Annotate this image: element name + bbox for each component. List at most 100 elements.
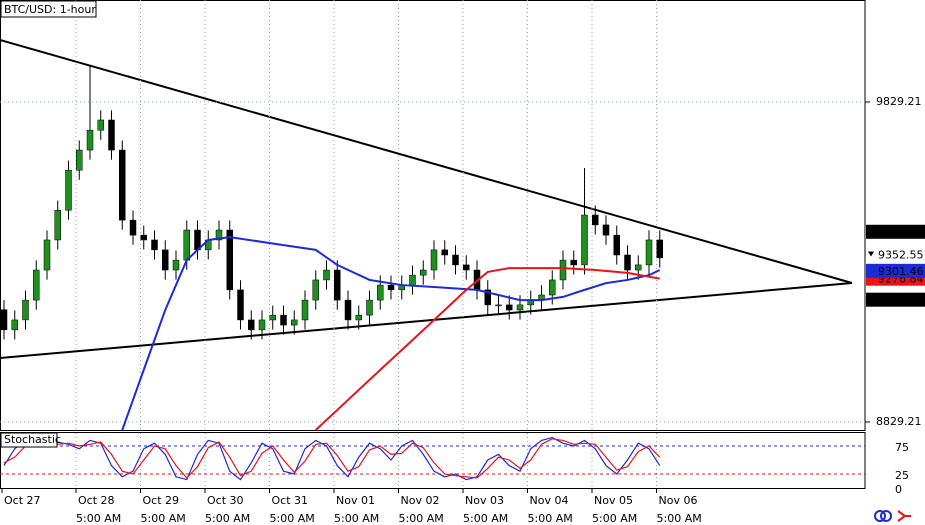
x-date-label: Oct 27 xyxy=(4,494,41,507)
candle-body xyxy=(129,219,137,236)
candle-body xyxy=(119,149,126,221)
y-tick-label: 25 xyxy=(895,469,909,482)
price-marker xyxy=(866,247,925,262)
candle-body xyxy=(645,239,653,266)
candle-body xyxy=(86,129,94,151)
candle-body xyxy=(441,249,448,256)
candle-body xyxy=(291,319,298,326)
stoch-title: Stochastic xyxy=(4,433,61,446)
candle-body xyxy=(226,229,233,291)
price-marker xyxy=(866,224,925,239)
x-time-label: 5:00 AM xyxy=(334,512,379,525)
x-date-label: Oct 30 xyxy=(207,494,244,507)
candle-body xyxy=(387,284,395,291)
toolbar-icons[interactable] xyxy=(874,510,911,522)
x-time-label: 5:00 AM xyxy=(399,512,444,525)
candle-body xyxy=(237,289,244,321)
x-time-label: 5:00 AM xyxy=(76,512,121,525)
moving-average xyxy=(121,236,661,431)
x-date-label: Oct 29 xyxy=(143,494,180,507)
stochastic-line xyxy=(3,438,661,479)
x-date-label: Nov 04 xyxy=(530,494,569,507)
candle-body xyxy=(269,314,276,321)
candle-body xyxy=(172,259,180,271)
plot xyxy=(0,0,865,488)
chart-title: BTC/USD: 1-hour xyxy=(4,3,96,16)
candle-body xyxy=(506,304,513,311)
candle-body xyxy=(248,319,255,331)
price-marker xyxy=(866,263,925,278)
candle-body xyxy=(22,299,29,321)
marker-arrow xyxy=(868,251,874,257)
candle-body xyxy=(215,229,223,241)
main-frame xyxy=(0,0,866,431)
y-tick-label: 75 xyxy=(895,441,909,454)
x-time-label: 5:00 AM xyxy=(592,512,637,525)
moving-average xyxy=(315,267,660,431)
candle-body xyxy=(108,119,115,151)
price-marker-label: 9301.46 xyxy=(878,265,924,278)
candle-body xyxy=(312,279,319,301)
candle-body xyxy=(656,239,663,259)
candle-body xyxy=(151,239,158,251)
candle-body xyxy=(409,274,416,286)
candle-body xyxy=(366,299,373,316)
candle-body xyxy=(420,269,427,276)
price-marker-label: 9211.29 xyxy=(878,294,924,307)
candle-body xyxy=(301,299,309,321)
x-time-label: 5:00 AM xyxy=(205,512,250,525)
candle-body xyxy=(484,289,491,306)
x-date-label: Nov 06 xyxy=(659,494,698,507)
candle-body xyxy=(65,169,72,211)
candle-body xyxy=(280,314,287,326)
x-time-label: 5:00 AM xyxy=(657,512,702,525)
candle-body xyxy=(592,214,599,226)
candle-body xyxy=(624,254,631,271)
candle-body xyxy=(11,319,18,331)
candle-body xyxy=(258,319,266,331)
candle-body xyxy=(635,264,642,271)
stochastic-line xyxy=(3,436,661,481)
candle-body xyxy=(495,304,502,307)
candle-body xyxy=(76,149,83,171)
candle-body xyxy=(581,214,588,266)
candle-body xyxy=(516,304,524,311)
y-tick-label: 9829.21 xyxy=(876,95,922,108)
candle-body xyxy=(43,239,51,271)
candle-body xyxy=(33,269,40,301)
candle-body xyxy=(377,284,384,301)
price-marker-label: 9352.55 xyxy=(878,248,924,261)
candle-body xyxy=(602,224,610,236)
candle-body xyxy=(334,269,341,301)
candle-body xyxy=(344,299,352,321)
candle-body xyxy=(463,264,470,271)
x-date-label: Nov 05 xyxy=(594,494,633,507)
candle-body xyxy=(323,269,330,281)
price-marker-label: 9423.55 xyxy=(878,226,924,239)
x-time-label: 5:00 AM xyxy=(528,512,573,525)
x-date-label: Nov 03 xyxy=(465,494,504,507)
price-marker xyxy=(866,292,925,307)
candle-body xyxy=(570,259,577,266)
candle-body xyxy=(430,249,438,271)
candle-body xyxy=(0,309,8,331)
candle-body xyxy=(549,279,556,296)
y-tick-label: 8829.21 xyxy=(876,415,922,428)
stoch-title-box xyxy=(0,432,58,448)
trendline xyxy=(0,282,853,359)
x-time-label: 5:00 AM xyxy=(270,512,315,525)
candle-body xyxy=(355,314,362,321)
x-date-label: Oct 28 xyxy=(78,494,115,507)
x-date-label: Nov 01 xyxy=(336,494,375,507)
candle-body xyxy=(162,249,169,271)
stoch-frame xyxy=(0,432,866,489)
y-tick-label: 0 xyxy=(895,483,902,496)
trendline xyxy=(0,39,853,284)
candle-body xyxy=(140,234,147,241)
x-date-label: Nov 02 xyxy=(401,494,440,507)
candle-body xyxy=(613,234,620,256)
x-time-label: 5:00 AM xyxy=(463,512,508,525)
x-date-label: Oct 31 xyxy=(272,494,309,507)
candle-body xyxy=(97,119,104,131)
